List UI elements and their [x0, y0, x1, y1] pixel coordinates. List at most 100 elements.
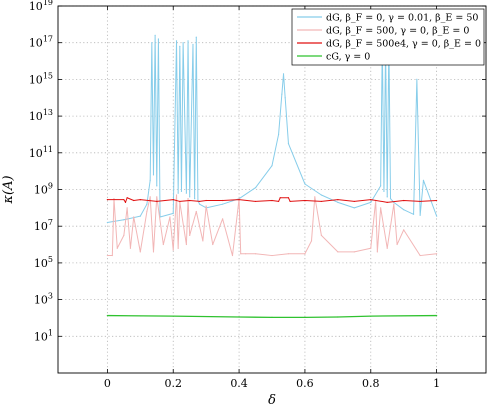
data-point: [254, 200, 257, 203]
data-point: [202, 240, 204, 242]
data-point: [182, 42, 184, 44]
y-tick-label: 1017: [29, 35, 53, 50]
y-tick-label: 1019: [29, 0, 53, 13]
data-point: [238, 316, 240, 318]
data-point: [195, 36, 197, 38]
data-point: [126, 207, 128, 209]
data-point: [370, 201, 372, 203]
legend-entry: cG, γ = 0: [326, 52, 370, 63]
data-point: [192, 43, 194, 46]
data-point: [304, 183, 306, 185]
data-point: [106, 198, 108, 201]
data-point: [106, 254, 108, 257]
data-point: [205, 199, 207, 202]
data-point: [287, 253, 290, 255]
y-tick-label: 1013: [29, 108, 53, 123]
data-point: [337, 198, 339, 201]
data-point: [146, 210, 148, 213]
chart-series-layer: [106, 34, 438, 319]
data-point: [198, 200, 201, 203]
data-point: [304, 316, 306, 318]
data-point: [370, 247, 372, 249]
data-point: [419, 254, 421, 257]
data-point: [123, 234, 125, 236]
data-point: [353, 207, 355, 209]
data-point: [106, 221, 108, 224]
legend-entry: dG, β_F = 0, γ = 0.01, β_E = 50: [326, 13, 478, 24]
data-point: [353, 200, 355, 203]
data-point: [436, 314, 438, 317]
data-point: [337, 316, 339, 318]
x-tick-label: 0.6: [296, 377, 314, 390]
data-point: [271, 316, 273, 318]
data-point: [172, 212, 174, 214]
data-point: [386, 201, 388, 203]
data-point: [310, 240, 313, 242]
y-tick-label: 109: [34, 182, 53, 197]
data-point: [149, 179, 151, 181]
data-point: [156, 196, 158, 198]
data-point: [177, 247, 179, 249]
data-point: [124, 201, 127, 203]
data-point: [139, 215, 141, 217]
data-point: [245, 253, 247, 255]
data-point: [129, 247, 132, 249]
data-point: [189, 199, 191, 202]
data-point: [281, 93, 283, 95]
series-2: [106, 194, 438, 257]
data-point: [157, 38, 160, 40]
data-point: [337, 201, 339, 203]
data-point: [222, 218, 224, 220]
data-point: [370, 315, 372, 317]
data-point: [320, 194, 322, 196]
x-axis-label: δ: [268, 393, 276, 408]
data-point: [177, 192, 179, 194]
data-point: [412, 213, 415, 215]
data-point: [279, 197, 281, 199]
data-point: [172, 198, 174, 201]
data-point: [116, 247, 118, 249]
data-point: [154, 34, 156, 36]
data-point: [139, 198, 141, 201]
data-point: [304, 253, 306, 255]
data-point: [271, 254, 273, 257]
data-point: [175, 40, 178, 42]
y-axis-label: κ(A): [1, 175, 16, 204]
data-point: [287, 143, 290, 145]
data-point: [436, 253, 438, 255]
data-point: [380, 207, 382, 209]
data-point: [396, 243, 398, 246]
data-point: [212, 243, 214, 246]
data-point: [393, 203, 395, 205]
data-point: [337, 251, 339, 253]
data-point: [222, 203, 224, 205]
x-tick-label: 1: [433, 377, 440, 390]
data-point: [152, 251, 155, 253]
data-point: [187, 40, 189, 42]
legend-box: [291, 8, 485, 66]
data-point: [403, 229, 405, 231]
legend-entry: dG, β_F = 500e4, γ = 0, β_E = 0: [326, 39, 481, 50]
data-point: [419, 200, 421, 203]
y-tick-label: 103: [34, 292, 53, 307]
data-point: [195, 210, 197, 213]
data-point: [106, 314, 108, 317]
data-point: [254, 253, 257, 255]
data-point: [370, 198, 372, 201]
data-point: [240, 253, 242, 255]
data-point: [277, 200, 280, 203]
data-point: [380, 185, 382, 187]
data-point: [185, 192, 187, 194]
data-point: [175, 194, 178, 196]
y-tick-label: 107: [34, 218, 53, 233]
data-point: [231, 254, 234, 257]
data-point: [277, 133, 280, 136]
data-point: [403, 199, 405, 202]
y-tick-label: 1011: [29, 145, 53, 160]
data-point: [353, 251, 355, 253]
data-point: [187, 198, 189, 200]
data-point: [162, 243, 164, 246]
data-point: [205, 205, 207, 207]
data-point: [189, 234, 191, 236]
